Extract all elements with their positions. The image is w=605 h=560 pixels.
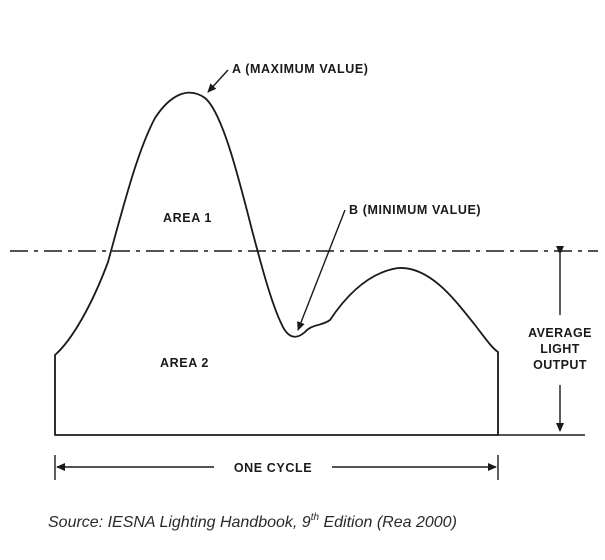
area-2-label: AREA 2 (160, 356, 209, 370)
min-value-label: B (MINIMUM VALUE) (349, 203, 481, 217)
min-value-arrow (297, 209, 346, 331)
one-cycle-label: ONE CYCLE (234, 461, 312, 475)
max-value-label: A (MAXIMUM VALUE) (232, 62, 369, 76)
avg-output-label-line2: LIGHT (540, 342, 580, 356)
avg-output-label-line1: AVERAGE (528, 326, 592, 340)
source-caption: Source: IESNA Lighting Handbook, 9th Edi… (48, 512, 457, 531)
caption-suffix: Edition (Rea 2000) (319, 514, 457, 531)
max-value-arrow (207, 69, 229, 93)
area-1-label: AREA 1 (163, 211, 212, 225)
light-output-waveform (54, 91, 499, 436)
caption-superscript: th (311, 512, 320, 523)
avg-output-label-line3: OUTPUT (533, 358, 587, 372)
caption-prefix: Source: IESNA Lighting Handbook, 9 (48, 514, 311, 531)
